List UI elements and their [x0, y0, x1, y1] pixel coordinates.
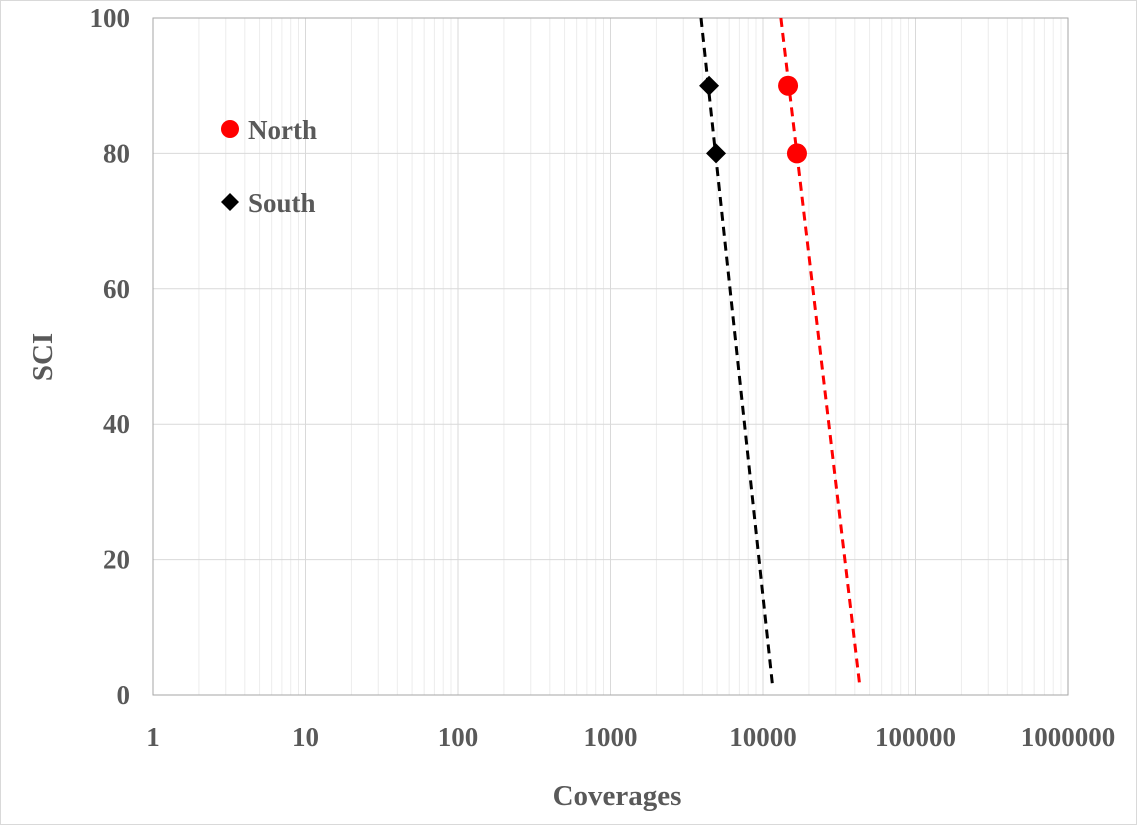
north-trendline [779, 17, 862, 689]
y-tick-label: 40 [103, 409, 130, 439]
x-tick-label: 100 [438, 722, 479, 752]
north-data-point [786, 143, 807, 164]
x-tick-label: 10000 [729, 722, 797, 752]
south-trendline [699, 17, 775, 689]
plot-area-border [152, 17, 1069, 696]
y-tick-label: 100 [90, 3, 131, 33]
y-tick-label: 20 [103, 545, 130, 575]
legend-north-label: North [248, 115, 317, 145]
south-data-point [706, 143, 727, 164]
y-tick-label: 0 [117, 680, 131, 710]
x-tick-label: 1 [146, 722, 160, 752]
x-tick-label: 10 [292, 722, 319, 752]
legend-south-marker [221, 193, 239, 211]
north-data-point [778, 75, 799, 96]
legend-south-label: South [248, 188, 316, 218]
south-data-point [699, 75, 720, 96]
y-tick-label: 80 [103, 138, 130, 168]
x-tick-label: 1000000 [1021, 722, 1116, 752]
y-axis-label: SCI [27, 333, 59, 381]
y-tick-label: 60 [103, 274, 130, 304]
legend-north-marker [221, 120, 239, 138]
x-tick-label: 1000 [584, 722, 638, 752]
x-tick-label: 100000 [875, 722, 956, 752]
legend: North South [221, 115, 317, 218]
x-axis-label: Coverages [553, 780, 682, 812]
